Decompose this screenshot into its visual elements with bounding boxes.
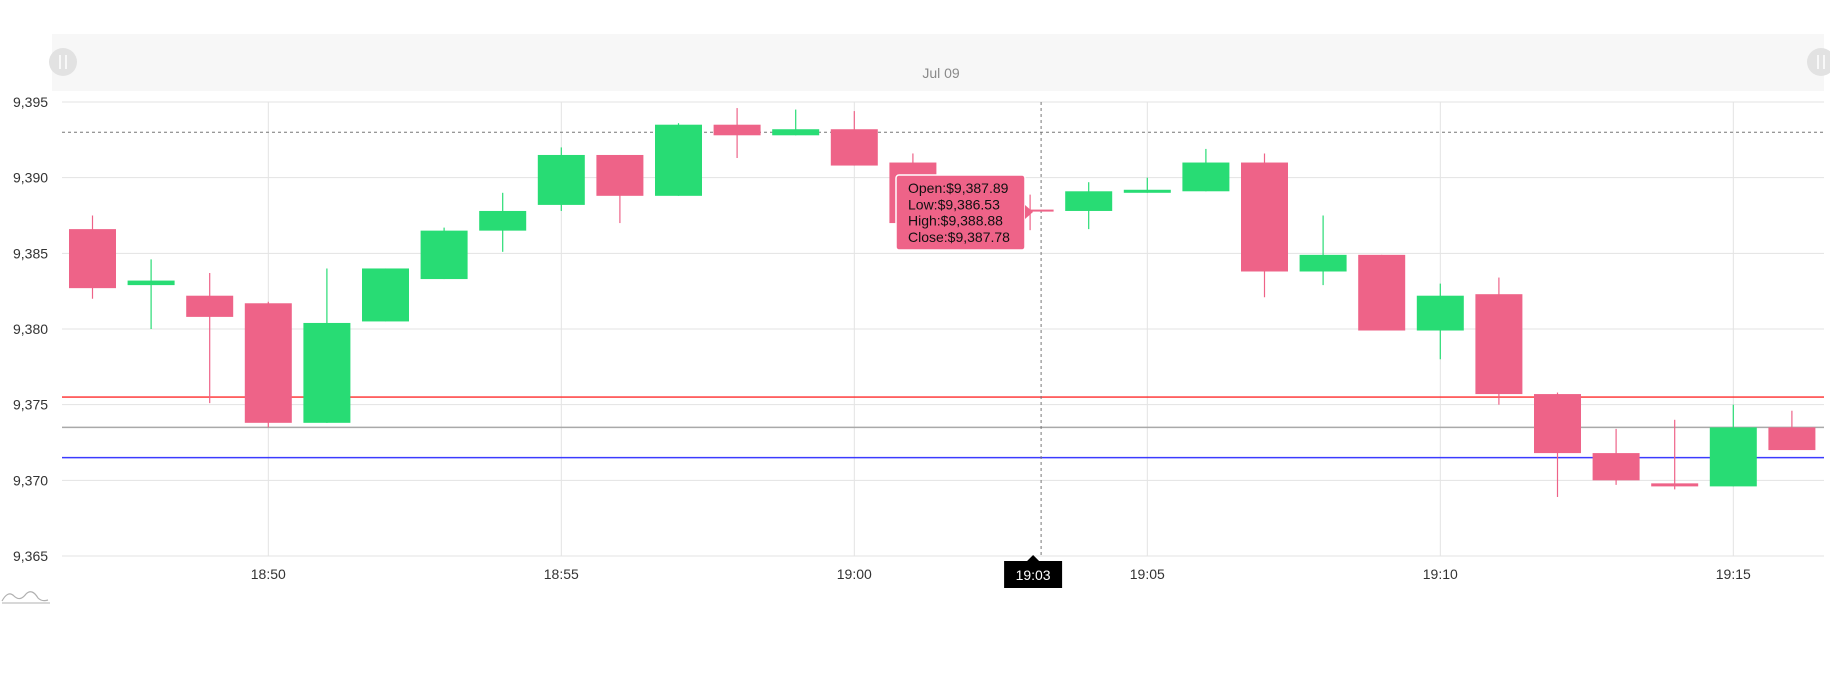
- x-tick-label: 19:15: [1716, 566, 1751, 582]
- y-tick-label: 9,390: [13, 170, 48, 186]
- candle[interactable]: [1534, 392, 1581, 497]
- crosshair-time-label: 19:03: [1004, 555, 1063, 588]
- candle-body: [1475, 294, 1523, 395]
- navigator-track[interactable]: [52, 34, 1824, 91]
- x-tick-label: 18:50: [251, 566, 286, 582]
- candle[interactable]: [1768, 410, 1816, 451]
- y-tick-label: 9,380: [13, 321, 48, 337]
- candle[interactable]: [1416, 283, 1464, 360]
- candle[interactable]: [1592, 428, 1640, 485]
- candle-body: [303, 322, 351, 423]
- candle-body: [655, 124, 702, 196]
- navigator-left-handle[interactable]: [49, 48, 77, 76]
- y-tick-label: 9,365: [13, 548, 48, 564]
- candle[interactable]: [1358, 254, 1406, 331]
- y-tick-label: 9,375: [13, 397, 48, 413]
- tooltip-open: Open:$9,387.89: [908, 180, 1009, 196]
- candle[interactable]: [186, 273, 234, 404]
- crosshair-label-box: [1004, 561, 1063, 588]
- candle[interactable]: [655, 123, 702, 196]
- tooltip-low: Low:$9,386.53: [908, 196, 1000, 212]
- y-tick-label: 9,395: [13, 94, 48, 110]
- candle[interactable]: [127, 259, 175, 329]
- y-tick-label: 9,370: [13, 472, 48, 488]
- candle[interactable]: [420, 227, 468, 280]
- x-tick-label: 19:10: [1423, 566, 1458, 582]
- x-tick-label: 19:00: [837, 566, 872, 582]
- candle-body: [1299, 254, 1347, 272]
- crosshair-label-arrow: [1027, 555, 1040, 561]
- candle-body: [537, 154, 585, 205]
- candle-body: [830, 129, 878, 166]
- candle[interactable]: [596, 154, 644, 224]
- candles[interactable]: [69, 108, 1816, 497]
- candle[interactable]: [303, 268, 351, 423]
- candle[interactable]: [713, 108, 761, 158]
- candle[interactable]: [1241, 153, 1288, 298]
- candle-body: [772, 129, 820, 136]
- candle[interactable]: [830, 111, 878, 166]
- candle-body: [713, 124, 761, 136]
- candle-body: [1651, 483, 1699, 487]
- candle[interactable]: [1065, 182, 1113, 230]
- tooltip-close: Close:$9,387.78: [908, 229, 1010, 245]
- candle[interactable]: [772, 109, 820, 136]
- navigator-date-label: Jul 09: [922, 65, 960, 81]
- candle[interactable]: [537, 147, 585, 211]
- candle-body: [420, 230, 468, 280]
- candle-body: [596, 154, 644, 196]
- candle-tooltip: Open:$9,387.89 Low:$9,386.53 High:$9,388…: [895, 174, 1033, 251]
- candle[interactable]: [1651, 419, 1699, 490]
- y-tick-label: 9,385: [13, 245, 48, 261]
- candle-body: [1182, 162, 1230, 192]
- candle-body: [479, 210, 527, 231]
- candle-body: [1768, 427, 1816, 451]
- candle[interactable]: [1123, 177, 1171, 193]
- candle-body: [1358, 254, 1406, 331]
- navigator-right-handle[interactable]: [1807, 48, 1830, 76]
- tooltip-arrow: [1025, 205, 1033, 219]
- candle-body: [1065, 191, 1113, 211]
- candle-body: [362, 268, 409, 322]
- candle-body: [1241, 162, 1288, 272]
- candle-body: [1416, 295, 1464, 331]
- reference-lines: [62, 131, 1824, 459]
- x-tick-label: 18:55: [544, 566, 579, 582]
- candle[interactable]: [479, 192, 527, 252]
- candle[interactable]: [1299, 215, 1347, 286]
- candle[interactable]: [69, 215, 116, 299]
- candle[interactable]: [1709, 404, 1757, 487]
- candle-body: [127, 280, 175, 286]
- candle[interactable]: [1475, 277, 1523, 405]
- x-axis: 18:50 18:55 19:00 19:05 19:10 19:15: [251, 566, 1751, 582]
- candle-body: [186, 295, 234, 317]
- y-axis: 9,365 9,370 9,375 9,380 9,385 9,390 9,395: [13, 94, 48, 564]
- navigator[interactable]: Jul 09: [49, 34, 1830, 91]
- candle[interactable]: [1182, 148, 1230, 192]
- candle-body: [244, 303, 292, 423]
- candle-body: [1592, 453, 1640, 481]
- crosshair-label-text: 19:03: [1016, 567, 1051, 583]
- candle-body: [1709, 427, 1757, 487]
- candle-body: [1123, 189, 1171, 193]
- candle-body: [69, 229, 116, 289]
- tooltip-high: High:$9,388.88: [908, 213, 1003, 229]
- candle[interactable]: [244, 301, 292, 428]
- candle[interactable]: [362, 268, 409, 322]
- x-tick-label: 19:05: [1130, 566, 1165, 582]
- sparkline-icon[interactable]: [1, 591, 50, 604]
- candle-body: [1534, 394, 1581, 454]
